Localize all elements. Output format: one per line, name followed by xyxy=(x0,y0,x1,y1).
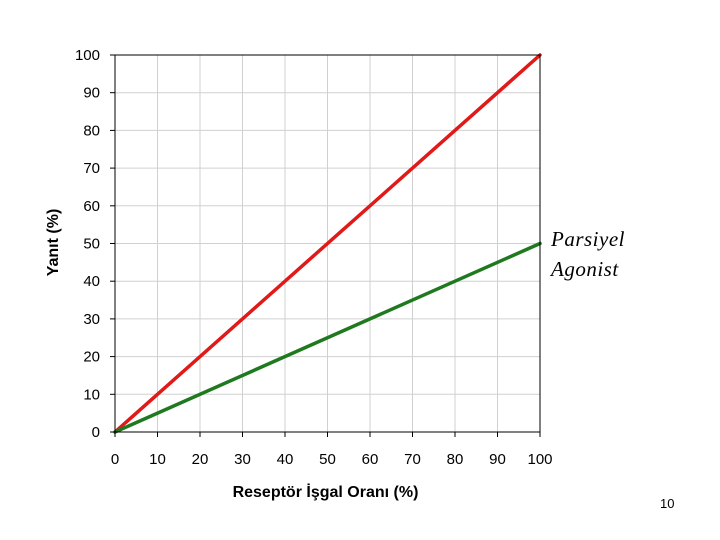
y-tick-label: 0 xyxy=(92,424,100,441)
y-axis-label: Yanıt (%) xyxy=(45,209,62,277)
x-tick-label: 60 xyxy=(362,451,379,468)
x-tick-label: 80 xyxy=(447,451,464,468)
page-number: 10 xyxy=(660,496,675,511)
x-tick-label: 90 xyxy=(489,451,506,468)
x-tick-label: 70 xyxy=(404,451,421,468)
x-tick-label: 100 xyxy=(527,451,552,468)
annotation-line-2: Agonist xyxy=(551,257,619,281)
y-tick-label: 30 xyxy=(83,311,100,328)
y-axis-ticks: 0 10 20 30 40 50 60 70 80 90 100 xyxy=(75,47,115,441)
annotation-partial-agonist: Parsiyel Agonist xyxy=(551,224,625,284)
y-tick-label: 70 xyxy=(83,160,100,177)
x-axis-label: Reseptör İşgal Oranı (%) xyxy=(233,483,419,501)
x-tick-label: 30 xyxy=(234,451,251,468)
x-tick-label: 20 xyxy=(192,451,209,468)
series-lines xyxy=(113,53,542,434)
y-tick-label: 20 xyxy=(83,349,100,366)
y-tick-label: 100 xyxy=(75,47,100,64)
x-tick-label: 10 xyxy=(149,451,166,468)
x-tick-label: 0 xyxy=(111,451,119,468)
annotation-line-1: Parsiyel xyxy=(551,227,625,251)
y-tick-label: 50 xyxy=(83,236,100,253)
y-tick-label: 40 xyxy=(83,273,100,290)
x-axis-ticks: 0 10 20 30 40 50 60 70 80 90 100 xyxy=(111,432,553,468)
series-line-2 xyxy=(113,241,542,434)
y-tick-label: 10 xyxy=(83,386,100,403)
y-tick-label: 60 xyxy=(83,198,100,215)
series-line-1 xyxy=(113,53,542,434)
y-tick-label: 90 xyxy=(83,85,100,102)
y-tick-label: 80 xyxy=(83,122,100,139)
x-tick-label: 50 xyxy=(319,451,336,468)
x-tick-label: 40 xyxy=(277,451,294,468)
